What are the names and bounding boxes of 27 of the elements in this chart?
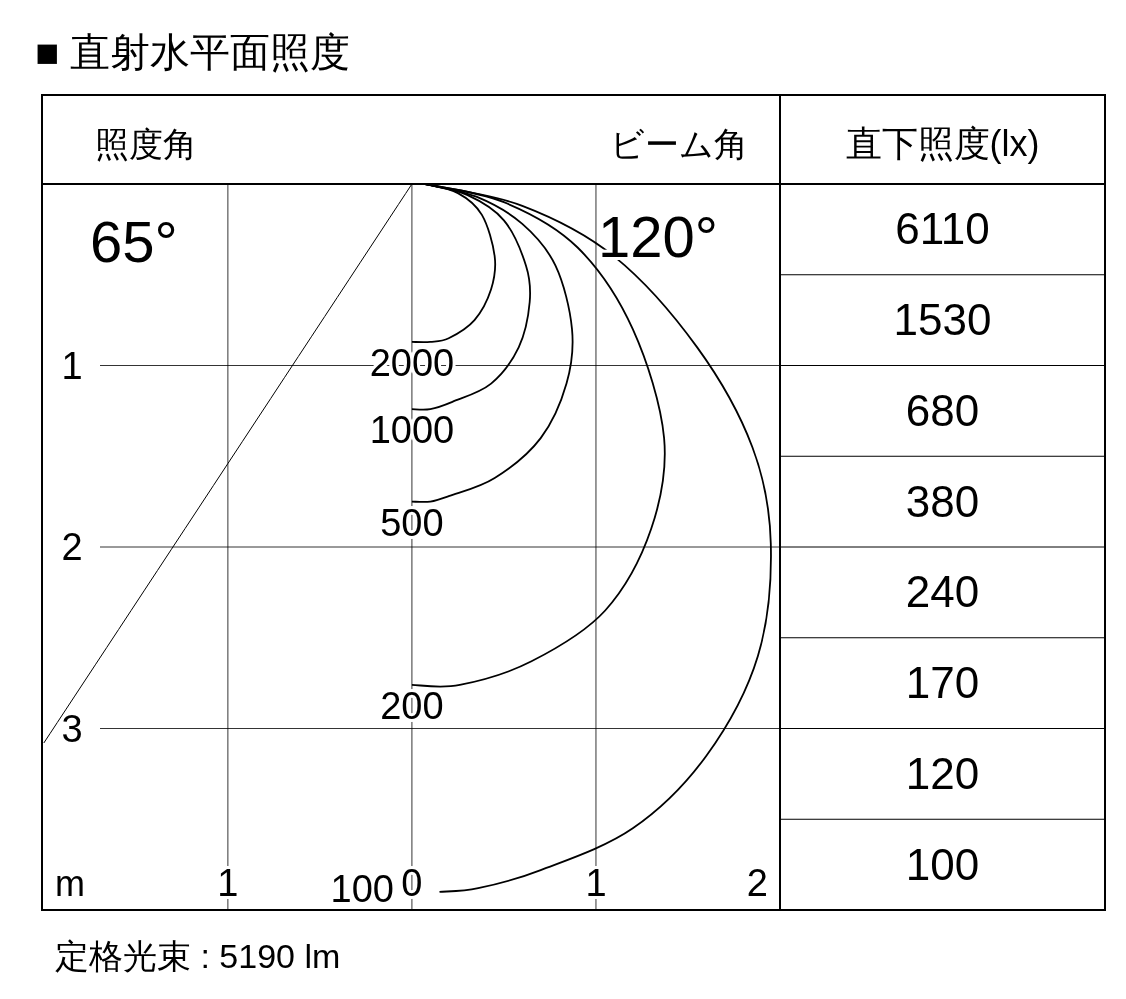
table-value: 170 [905, 658, 980, 708]
table-value: 100 [905, 839, 980, 889]
x-tick: 1 [585, 862, 607, 904]
table-title: 直下照度(lx) [845, 123, 1040, 164]
annotation: 120° [598, 204, 718, 269]
contour-label: 200 [380, 684, 444, 727]
annotation: 65° [90, 209, 178, 274]
x-tick: 2 [746, 862, 768, 904]
contour-label: 1000 [369, 409, 455, 452]
table-value: 680 [905, 385, 980, 435]
table-value: 1530 [893, 295, 992, 345]
xlabel: m [55, 863, 85, 904]
y-tick: 1 [61, 344, 83, 387]
table-value: 240 [905, 567, 980, 617]
title: ■ 直射水平面照度 [35, 30, 351, 74]
annotation: ビーム角 [610, 125, 748, 163]
annotation: 照度角 [95, 125, 197, 163]
y-tick: 3 [61, 707, 83, 750]
table-value: 120 [905, 748, 980, 798]
annotation: 定格光束 : 5190 lm [55, 937, 341, 975]
table-value: 380 [905, 476, 980, 526]
x-tick: 0 [401, 862, 423, 904]
contour-label: 500 [380, 501, 444, 544]
table-value: 6110 [895, 204, 990, 254]
y-tick: 2 [61, 526, 83, 568]
x-tick: 1 [217, 862, 239, 904]
contour-label: 100 [330, 867, 394, 910]
